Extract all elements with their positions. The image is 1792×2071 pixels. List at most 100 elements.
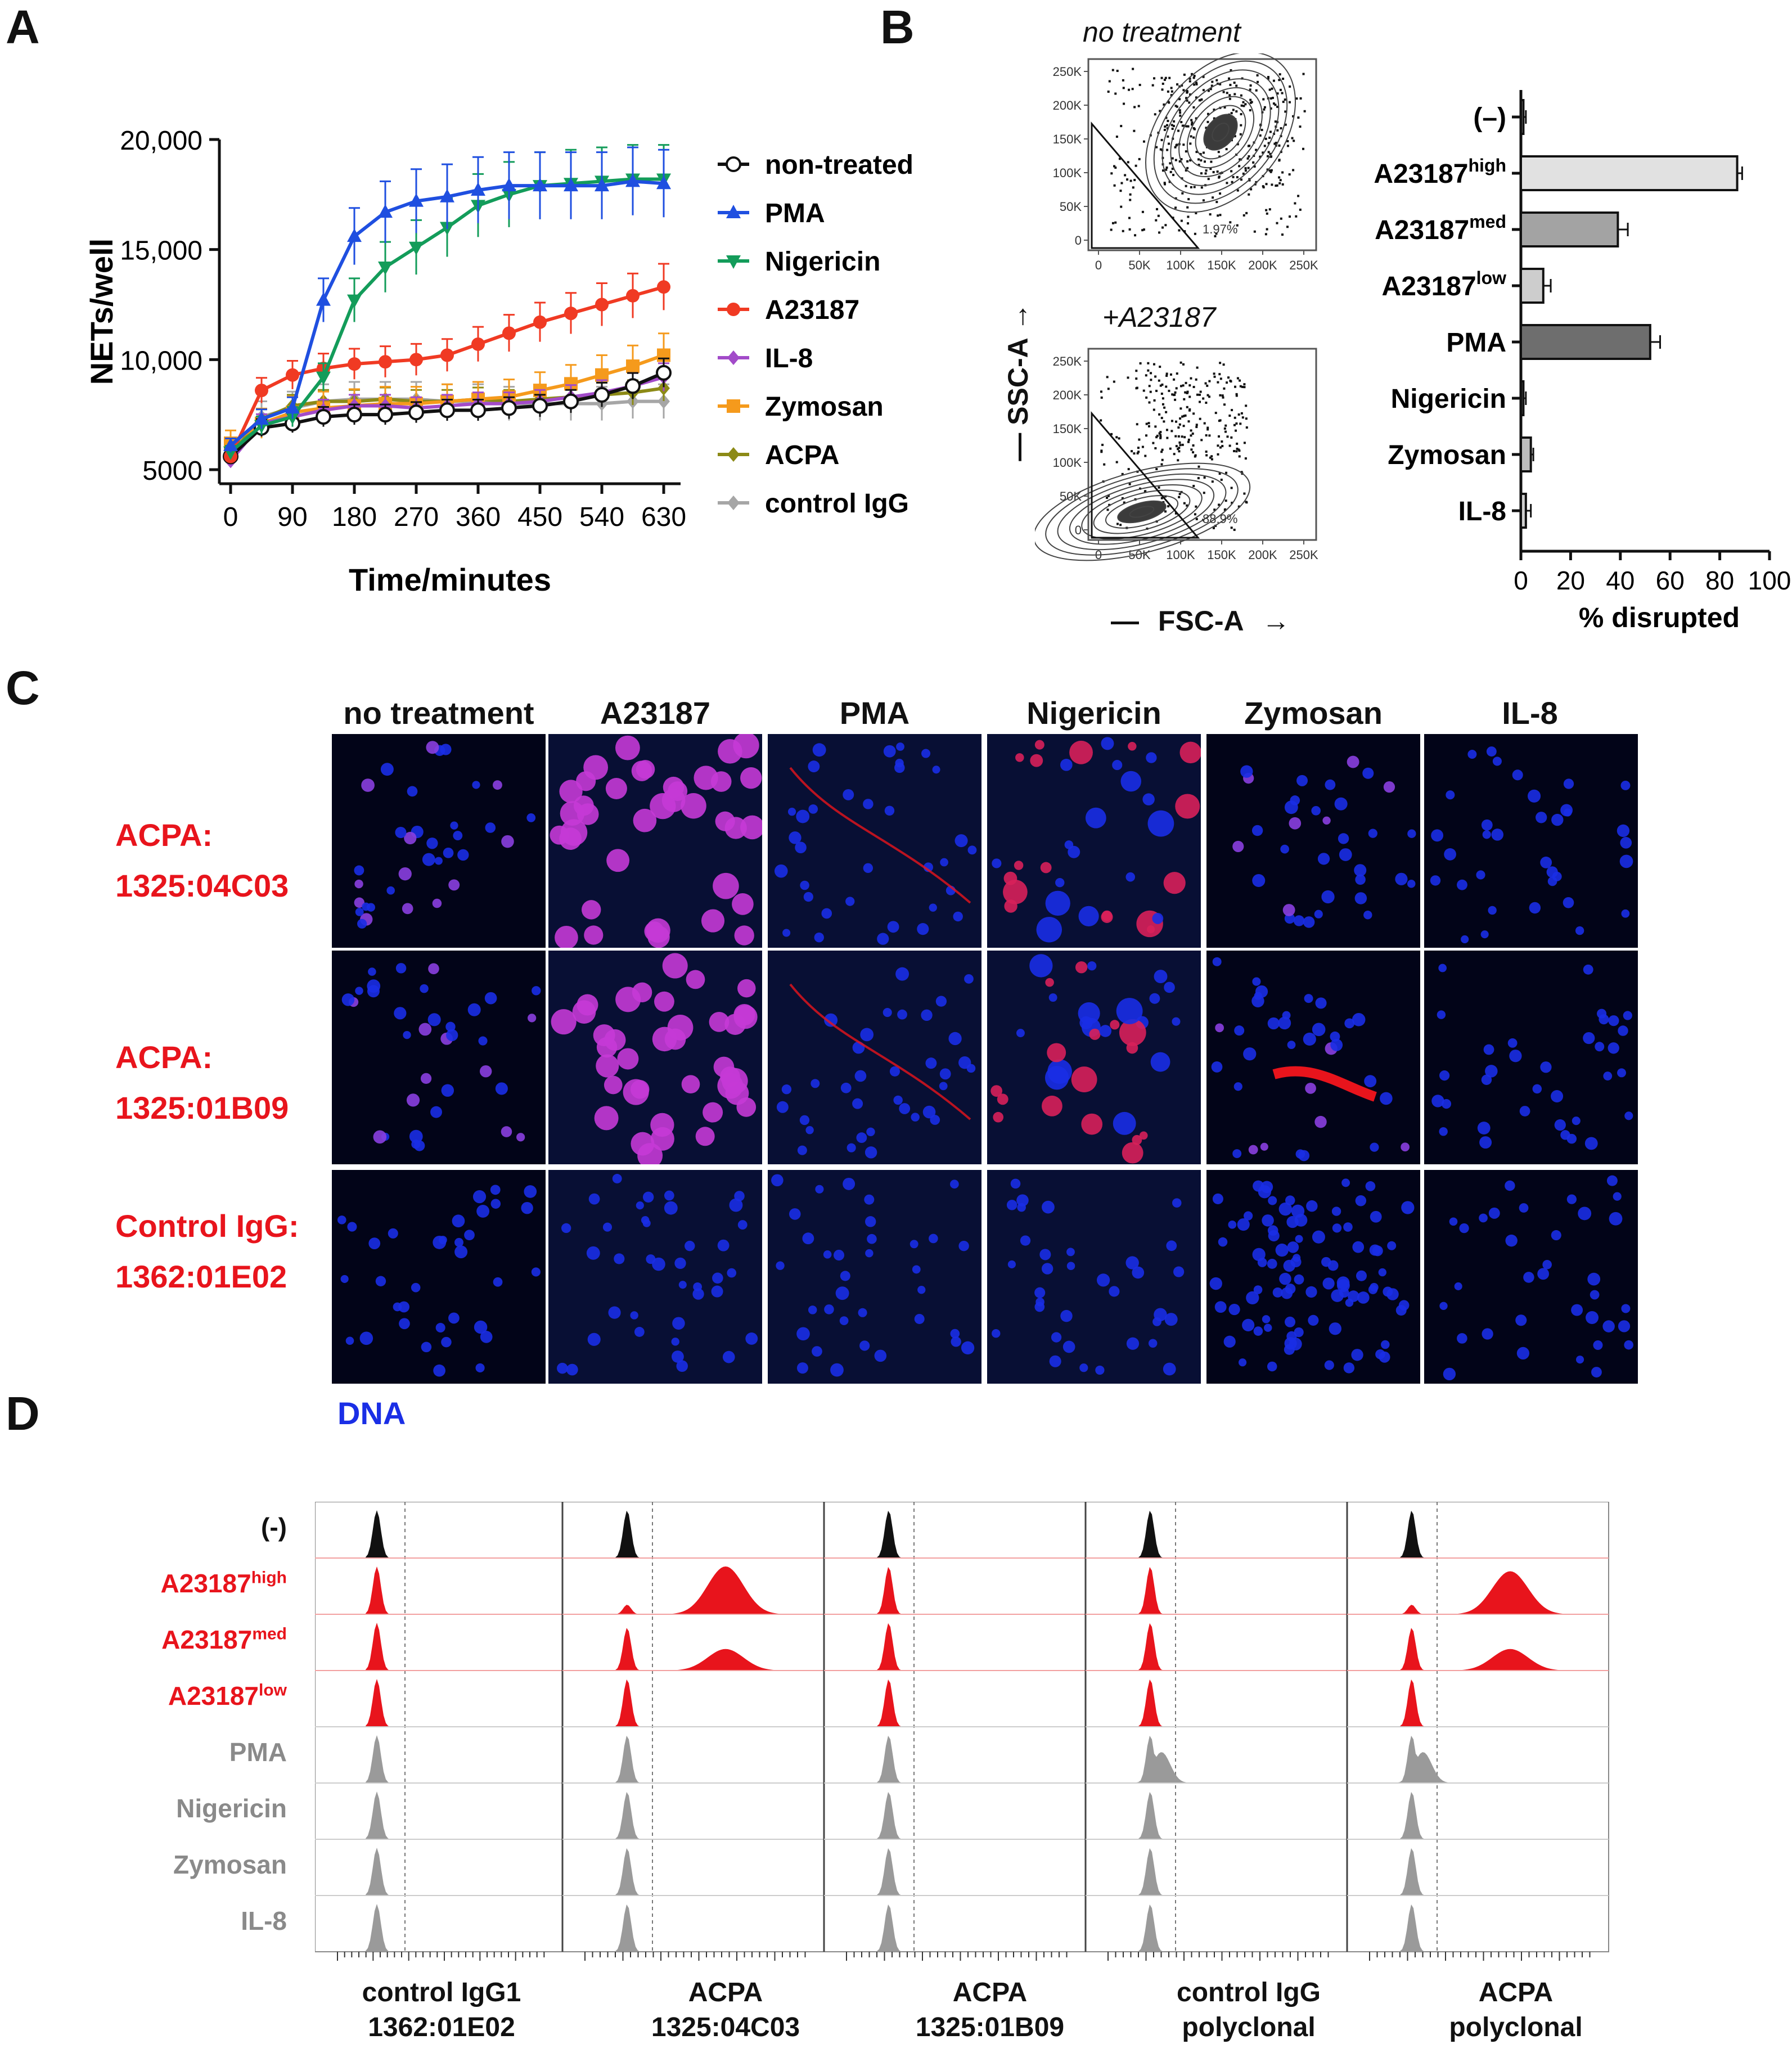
- hist-row-label-base: Nigericin: [176, 1794, 287, 1823]
- flow-event-dot: [1208, 395, 1211, 398]
- cell-nucleus: [606, 849, 630, 872]
- cell-nucleus: [1294, 1213, 1308, 1227]
- histogram-curve: [1398, 1510, 1592, 1558]
- flow-event-dot: [1213, 508, 1216, 511]
- flow-event-dot: [1185, 381, 1187, 384]
- cell-nucleus: [428, 963, 439, 975]
- cell-nucleus: [1551, 1230, 1561, 1241]
- cell-nucleus: [1262, 1214, 1274, 1227]
- cell-nucleus: [1621, 1304, 1631, 1313]
- flow-event-dot: [1202, 89, 1205, 92]
- flow-event-dot: [1174, 105, 1177, 107]
- flow-event-dot: [1158, 432, 1161, 435]
- cell-nucleus: [1519, 1203, 1529, 1213]
- cell-nucleus: [1253, 1326, 1263, 1336]
- flow-event-dot: [1179, 444, 1182, 447]
- micrograph-image: [1430, 746, 1633, 944]
- bar-category-label: Nigericin: [1391, 384, 1506, 414]
- cell-nucleus: [1079, 1016, 1093, 1029]
- x-tick-label: 540: [579, 502, 624, 532]
- cell-nucleus: [594, 1106, 619, 1131]
- cell-nucleus: [633, 808, 657, 832]
- flow-event-dot: [1160, 138, 1163, 141]
- data-point: [625, 173, 640, 187]
- histogram-curve: [366, 1848, 546, 1896]
- cell-nucleus: [776, 1101, 789, 1113]
- flow-event-dot: [1303, 110, 1306, 112]
- flow-event-dot: [1257, 80, 1259, 83]
- series-a23187: [224, 263, 670, 463]
- flow-contour: [1153, 60, 1288, 204]
- cell-nucleus: [1620, 836, 1632, 849]
- bar: [1520, 493, 1527, 529]
- flow-event-dot: [1194, 455, 1196, 458]
- cell-nucleus: [1272, 1287, 1283, 1298]
- bar-row: Nigericin: [1391, 380, 1527, 416]
- cell-nucleus: [843, 789, 854, 800]
- flow-event-dot: [1266, 155, 1269, 157]
- flow-event-dot: [1284, 98, 1286, 101]
- flow-event-dot: [1209, 168, 1212, 170]
- flow-event-dot: [1155, 389, 1158, 392]
- flow-event-dot: [1164, 224, 1167, 227]
- cell-nucleus: [1488, 906, 1497, 915]
- flow-event-dot: [1189, 159, 1192, 162]
- flow-event-dot: [1153, 399, 1156, 402]
- flow-event-dot: [1230, 112, 1233, 115]
- flow-event-dot: [1115, 461, 1118, 463]
- flow-event-dot: [1299, 97, 1302, 100]
- flow-event-dot: [1206, 120, 1209, 123]
- cell-nucleus: [993, 1111, 1004, 1123]
- flow-x-tick-label: 50K: [1128, 548, 1150, 562]
- flow-event-dot: [1178, 447, 1181, 449]
- data-point: [658, 394, 670, 409]
- cell-nucleus: [420, 984, 429, 993]
- hist-col-5-line2: polyclonal: [1449, 2013, 1583, 2042]
- flow-event-dot: [1213, 108, 1215, 111]
- cell-nucleus: [1148, 1339, 1158, 1348]
- flow-event-dot: [1194, 513, 1196, 516]
- histogram-curve: [366, 1623, 546, 1671]
- flow-event-dot: [1164, 125, 1167, 128]
- flow-event-dot: [1252, 161, 1255, 164]
- flow-event-dot: [1249, 84, 1252, 87]
- cell-nucleus: [1554, 1119, 1566, 1131]
- flow-event-dot: [1131, 450, 1133, 453]
- flow-event-dot: [1155, 436, 1158, 439]
- flow-event-dot: [1266, 168, 1269, 171]
- flow-event-dot: [1148, 385, 1151, 388]
- cell-nucleus: [1491, 829, 1503, 841]
- cell-nucleus: [740, 815, 762, 840]
- hist-col-2-line1: ACPA: [688, 1978, 763, 2007]
- cell-nucleus: [1166, 1240, 1177, 1251]
- flow-y-tick-label: 100K: [1053, 166, 1082, 180]
- flow-y-tick-label: 0: [1075, 523, 1082, 537]
- cell-nucleus: [1014, 861, 1024, 870]
- micrograph-r2-c2: [548, 951, 762, 1164]
- cell-nucleus: [1095, 1365, 1105, 1375]
- data-point: [285, 400, 300, 414]
- flow-event-dot: [1165, 429, 1168, 431]
- flow-event-dot: [1135, 370, 1138, 372]
- cell-nucleus: [1101, 910, 1113, 921]
- flow-event-dot: [1142, 389, 1145, 392]
- cell-nucleus: [796, 1327, 810, 1341]
- data-point: [656, 364, 672, 381]
- flow-event-dot: [1245, 404, 1248, 407]
- cell-nucleus: [1285, 1316, 1296, 1327]
- flow-event-dot: [1170, 430, 1173, 433]
- flow-event-dot: [1218, 373, 1221, 376]
- flow-event-dot: [1106, 508, 1109, 511]
- data-point: [255, 384, 268, 398]
- histogram-curve: [613, 1735, 807, 1783]
- hist-row-label-base: IL-8: [241, 1906, 287, 1935]
- flow-y-tick-label: 100K: [1053, 456, 1082, 470]
- cell-nucleus: [1062, 1340, 1075, 1353]
- cell-nucleus: [354, 865, 364, 876]
- cell-nucleus: [399, 1318, 410, 1330]
- histogram-curve: [613, 1566, 807, 1614]
- data-point: [625, 378, 641, 394]
- cell-nucleus: [808, 760, 820, 773]
- flow-event-dot: [1120, 182, 1123, 184]
